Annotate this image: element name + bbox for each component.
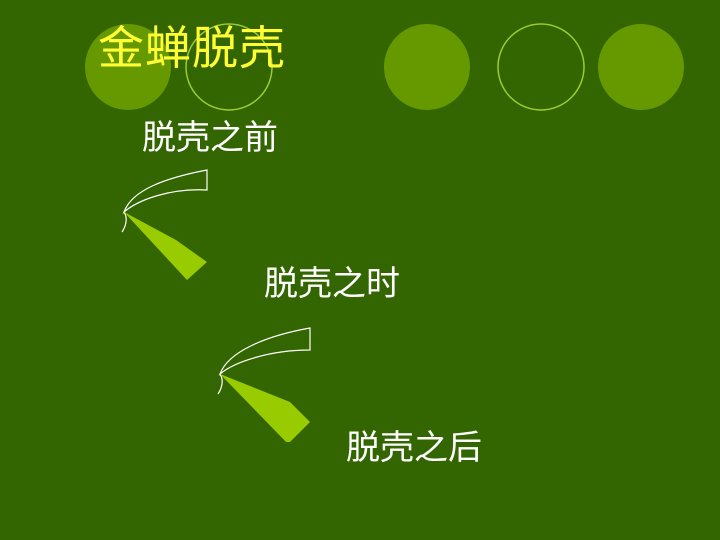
molting-shell-icon-2 [217, 327, 311, 442]
shell-curve [217, 373, 223, 395]
stage-before-label: 脱壳之前 [142, 118, 278, 158]
leaf-shape [124, 212, 207, 280]
filled-circle-1 [85, 24, 171, 110]
slide-title: 金蝉脱壳 [98, 21, 286, 75]
filled-circle-2 [384, 24, 470, 110]
stage-after-label: 脱壳之后 [346, 428, 482, 468]
shell-outline [218, 327, 311, 376]
filled-circle-3 [598, 24, 684, 110]
outline-circle-1 [185, 23, 273, 111]
leaf-shape [220, 374, 310, 442]
shell-curve [121, 211, 127, 233]
molting-shell-icon-1 [121, 169, 208, 280]
outline-circle-2 [497, 23, 585, 111]
shell-outline [122, 169, 208, 214]
stage-during-label: 脱壳之时 [264, 264, 400, 304]
